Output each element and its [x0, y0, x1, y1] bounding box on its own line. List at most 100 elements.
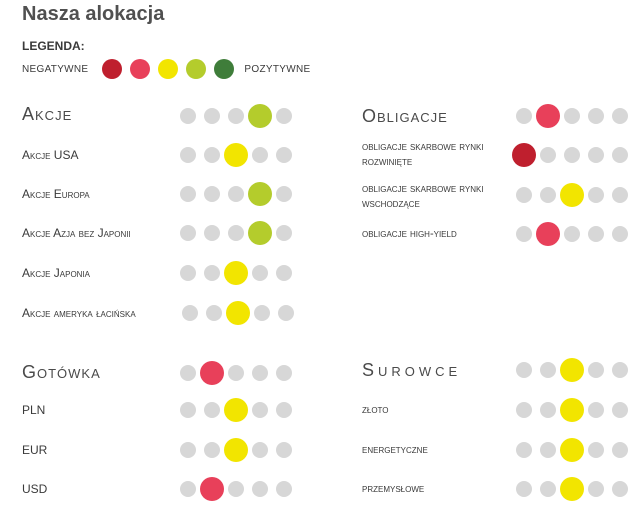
- row-rating-akcje-usa-dot: [252, 147, 268, 163]
- section-rating-surowce-dot: [540, 362, 556, 378]
- row-label-akcje-usa: Akcje USA: [22, 148, 79, 162]
- row-label-zloto: złoto: [362, 404, 389, 416]
- row-rating-energetyczne-dot: [588, 442, 604, 458]
- row-rating-akcje-azja-dot: [204, 225, 220, 241]
- page-title: Nasza alokacja: [22, 3, 165, 25]
- row-rating-eur-dot: [180, 442, 196, 458]
- row-rating-akcje-japonia-dot: [276, 265, 292, 281]
- section-rating-surowce-dot-active: [560, 358, 584, 382]
- section-rating-akcje-dot-active: [248, 104, 272, 128]
- row-rating-energetyczne-dot-active: [560, 438, 584, 462]
- row-rating-przemyslowe-dot-active: [560, 477, 584, 501]
- row-rating-akcje-japonia-dot: [204, 265, 220, 281]
- row-rating-energetyczne-dot: [516, 442, 532, 458]
- row-label-akcje-ameryka: Akcje ameryka łacińska: [22, 306, 136, 320]
- row-rating-zloto-dot: [612, 402, 628, 418]
- row-label-przemyslowe: przemysłowe: [362, 483, 425, 495]
- section-rating-akcje-dot: [276, 108, 292, 124]
- section-title-gotowka: Gotówka: [22, 362, 101, 382]
- legend-dot-5: [214, 59, 235, 79]
- section-rating-akcje-dot: [204, 108, 220, 124]
- row-rating-akcje-ameryka-dot: [278, 305, 294, 321]
- section-rating-obligacje-dot: [564, 108, 580, 124]
- row-rating-obligacje-rozwiniete: [512, 143, 636, 167]
- row-rating-obligacje-high-yield-dot: [564, 226, 580, 242]
- row-rating-usd-dot: [276, 481, 292, 497]
- row-rating-usd-dot: [180, 481, 196, 497]
- section-rating-obligacje-dot: [516, 108, 532, 124]
- section-rating-obligacje: [516, 104, 636, 128]
- row-rating-eur-dot-active: [224, 438, 248, 462]
- row-rating-obligacje-rozwiniete-dot: [612, 147, 628, 163]
- legend: NEGATYWNE POZYTYWNE: [22, 58, 310, 80]
- row-rating-obligacje-wschodzace-dot: [612, 187, 628, 203]
- section-rating-surowce: [516, 358, 636, 382]
- row-rating-zloto: [516, 398, 636, 422]
- row-rating-akcje-europa-dot-active: [248, 182, 272, 206]
- row-rating-usd: [180, 477, 300, 501]
- row-rating-energetyczne-dot: [612, 442, 628, 458]
- row-rating-usd-dot: [228, 481, 244, 497]
- row-rating-energetyczne-dot: [540, 442, 556, 458]
- row-rating-akcje-azja: [180, 221, 300, 245]
- section-rating-surowce-dot: [612, 362, 628, 378]
- row-rating-obligacje-high-yield-dot: [588, 226, 604, 242]
- row-rating-obligacje-rozwiniete-dot: [588, 147, 604, 163]
- section-rating-gotowka-dot: [228, 365, 244, 381]
- row-label-pln: PLN: [22, 403, 46, 417]
- section-title-surowce: Surowce: [362, 360, 462, 380]
- legend-dot-2: [130, 59, 151, 79]
- row-label-akcje-europa: Akcje Europa: [22, 187, 90, 201]
- row-rating-eur-dot: [204, 442, 220, 458]
- row-rating-eur-dot: [252, 442, 268, 458]
- section-rating-gotowka-dot: [276, 365, 292, 381]
- legend-heading: LEGENDA:: [22, 39, 85, 53]
- row-rating-obligacje-high-yield-dot: [516, 226, 532, 242]
- section-rating-obligacje-dot: [588, 108, 604, 124]
- row-rating-obligacje-rozwiniete-dot-active: [512, 143, 536, 167]
- legend-scale: [102, 59, 235, 79]
- row-rating-akcje-usa-dot: [204, 147, 220, 163]
- section-rating-gotowka-dot: [180, 365, 196, 381]
- legend-dot-3: [158, 59, 179, 79]
- row-rating-akcje-usa: [180, 143, 300, 167]
- legend-dot-4: [186, 59, 207, 79]
- section-title-akcje: Akcje: [22, 104, 73, 124]
- row-label-obligacje-high-yield: obligacje high-yield: [362, 228, 457, 240]
- row-rating-akcje-ameryka-dot: [206, 305, 222, 321]
- row-label-usd: USD: [22, 482, 48, 496]
- row-label-energetyczne: energetyczne: [362, 444, 428, 456]
- row-rating-usd-dot: [252, 481, 268, 497]
- row-rating-przemyslowe: [516, 477, 636, 501]
- row-label-obligacje-wschodzace: obligacje skarbowe rynki wschodzące: [362, 183, 484, 210]
- section-rating-surowce-dot: [516, 362, 532, 378]
- row-rating-obligacje-rozwiniete-dot: [564, 147, 580, 163]
- legend-dot-1: [102, 59, 123, 79]
- row-rating-obligacje-wschodzace-dot: [516, 187, 532, 203]
- row-rating-przemyslowe-dot: [612, 481, 628, 497]
- row-rating-akcje-japonia: [180, 261, 300, 285]
- section-rating-akcje-dot: [180, 108, 196, 124]
- row-rating-obligacje-rozwiniete-dot: [540, 147, 556, 163]
- legend-positive-label: POZYTYWNE: [244, 63, 311, 75]
- row-rating-akcje-japonia-dot-active: [224, 261, 248, 285]
- section-rating-surowce-dot: [588, 362, 604, 378]
- row-rating-akcje-europa: [180, 182, 300, 206]
- row-rating-akcje-europa-dot: [180, 186, 196, 202]
- row-rating-akcje-europa-dot: [276, 186, 292, 202]
- row-rating-akcje-europa-dot: [228, 186, 244, 202]
- row-rating-pln-dot: [204, 402, 220, 418]
- row-rating-pln: [180, 398, 300, 422]
- row-rating-obligacje-high-yield-dot: [612, 226, 628, 242]
- row-rating-akcje-usa-dot: [276, 147, 292, 163]
- row-rating-akcje-ameryka-dot: [254, 305, 270, 321]
- row-rating-akcje-azja-dot: [228, 225, 244, 241]
- section-rating-akcje-dot: [228, 108, 244, 124]
- row-rating-akcje-japonia-dot: [180, 265, 196, 281]
- row-rating-pln-dot: [276, 402, 292, 418]
- row-rating-obligacje-wschodzace-dot: [588, 187, 604, 203]
- row-label-akcje-azja: Akcje Azja bez Japonii: [22, 226, 131, 240]
- row-rating-akcje-azja-dot-active: [248, 221, 272, 245]
- row-rating-zloto-dot: [540, 402, 556, 418]
- row-rating-eur: [180, 438, 300, 462]
